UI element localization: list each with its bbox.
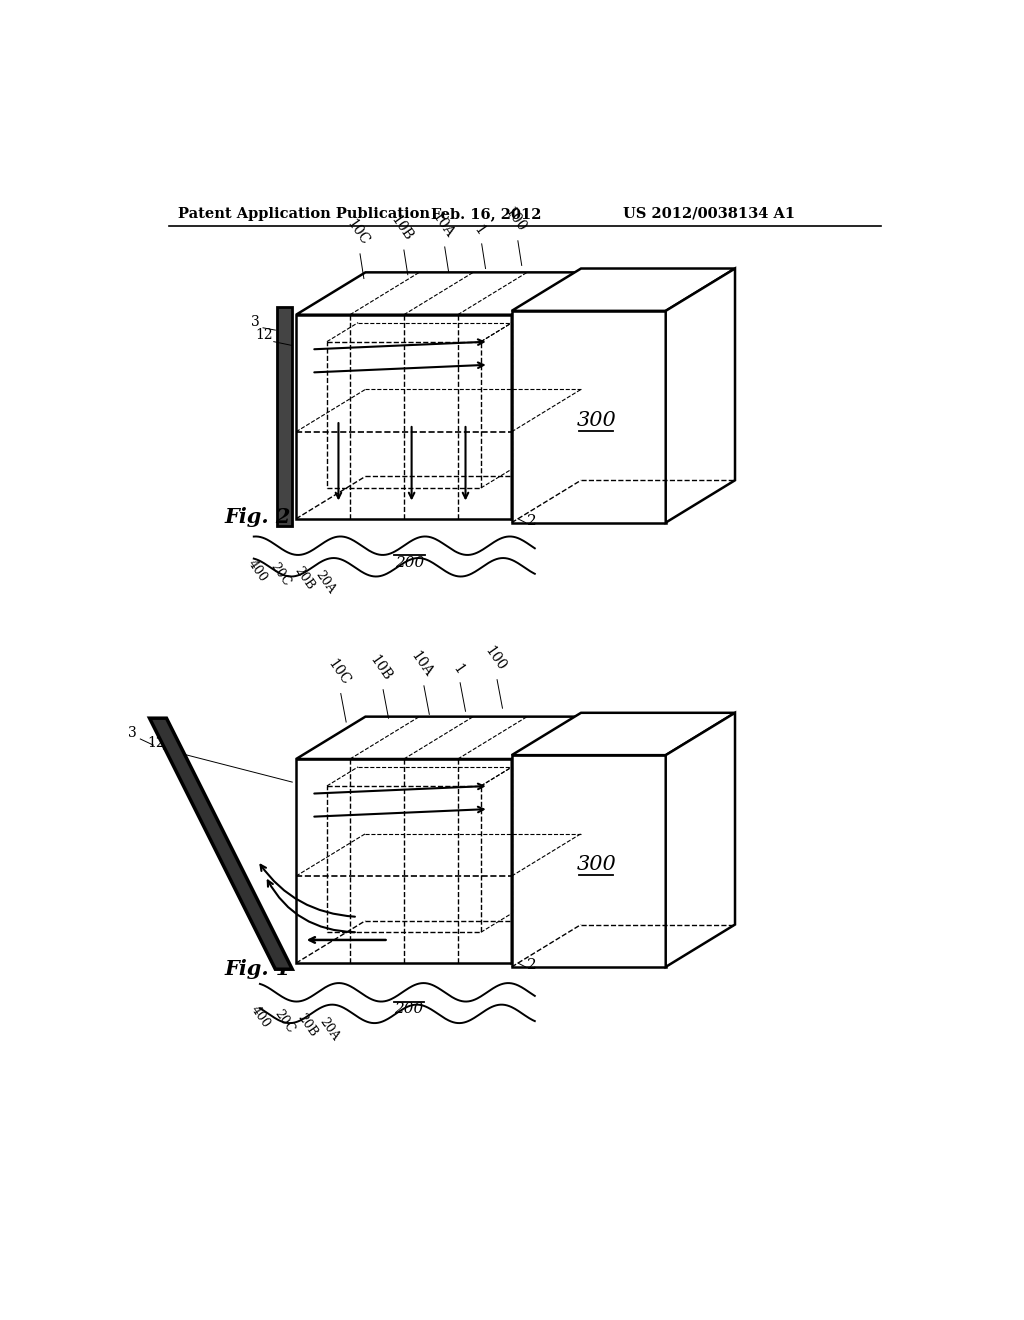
Text: 12: 12	[256, 329, 273, 342]
Polygon shape	[296, 717, 581, 759]
Polygon shape	[296, 272, 581, 314]
Text: 10C: 10C	[344, 216, 372, 248]
Text: 300: 300	[577, 855, 616, 874]
Polygon shape	[276, 308, 292, 527]
Text: 20A: 20A	[316, 1015, 342, 1043]
Polygon shape	[296, 759, 512, 964]
Polygon shape	[512, 755, 666, 966]
Text: 2: 2	[527, 958, 537, 973]
Text: 3: 3	[251, 315, 260, 329]
Text: 2: 2	[527, 513, 537, 528]
Text: 10B: 10B	[368, 653, 394, 684]
Text: 20C: 20C	[268, 561, 293, 589]
Text: 10B: 10B	[388, 213, 416, 244]
Polygon shape	[512, 713, 735, 755]
Text: 10A: 10A	[429, 210, 456, 240]
Polygon shape	[512, 717, 581, 964]
Polygon shape	[512, 312, 666, 523]
Text: 400: 400	[246, 557, 269, 585]
Text: 300: 300	[577, 411, 616, 430]
Polygon shape	[512, 268, 735, 312]
Text: Fig. 1: Fig. 1	[224, 958, 291, 978]
Text: Fig. 2: Fig. 2	[224, 507, 291, 527]
Text: 12: 12	[146, 737, 165, 751]
Text: 20A: 20A	[313, 569, 338, 597]
Polygon shape	[666, 713, 735, 966]
Text: Feb. 16, 2012: Feb. 16, 2012	[431, 207, 542, 220]
Text: 400: 400	[248, 1003, 272, 1031]
Text: 20B: 20B	[295, 1011, 321, 1039]
Text: Patent Application Publication: Patent Application Publication	[178, 207, 430, 220]
Text: 20B: 20B	[291, 565, 316, 593]
Text: 200: 200	[394, 1002, 424, 1016]
Polygon shape	[512, 272, 581, 519]
Text: 200: 200	[395, 556, 424, 570]
Text: 1: 1	[450, 661, 466, 677]
Text: 10C: 10C	[325, 656, 352, 688]
Text: 3: 3	[128, 726, 137, 741]
Text: 100: 100	[502, 205, 528, 235]
Text: US 2012/0038134 A1: US 2012/0038134 A1	[624, 207, 796, 220]
Text: 10A: 10A	[408, 649, 435, 680]
Text: 20C: 20C	[272, 1007, 297, 1035]
Polygon shape	[296, 314, 512, 519]
Text: 100: 100	[481, 644, 508, 673]
Text: 1: 1	[471, 222, 487, 238]
Polygon shape	[666, 268, 735, 523]
Polygon shape	[150, 718, 292, 969]
